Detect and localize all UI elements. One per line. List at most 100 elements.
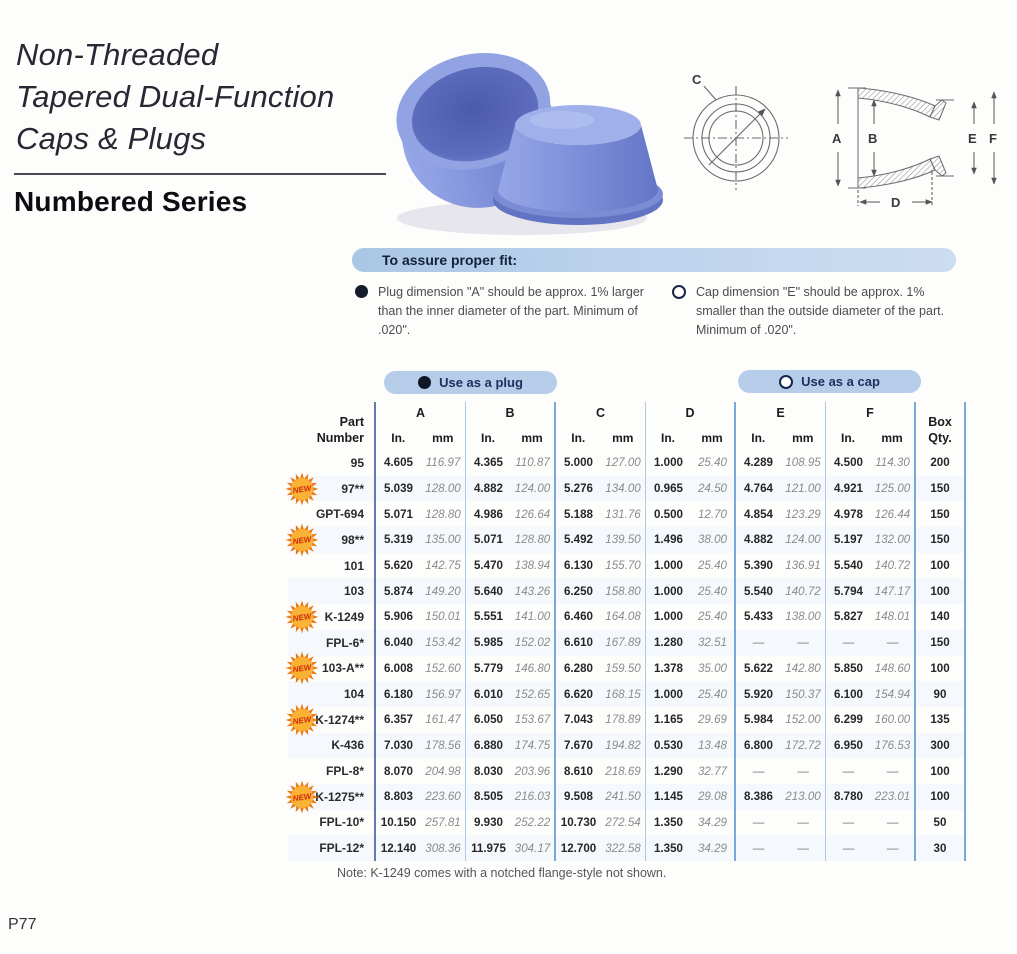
in-value: 8.610 bbox=[563, 764, 593, 778]
in-value: 8.803 bbox=[383, 790, 413, 804]
cap-fit-text: Cap dimension "E" should be approx. 1% s… bbox=[696, 285, 945, 337]
col-part-number: Part Number bbox=[288, 402, 376, 450]
dim-label-e: E bbox=[968, 131, 977, 146]
in-value: 4.986 bbox=[473, 507, 503, 521]
in-value: 5.071 bbox=[383, 507, 413, 521]
part-header-line2: Number bbox=[316, 430, 364, 445]
mm-value: 116.97 bbox=[421, 450, 466, 476]
mm-value: 108.95 bbox=[781, 450, 826, 476]
in-value: 10.150 bbox=[380, 815, 417, 829]
new-badge-icon: NEW bbox=[285, 600, 319, 634]
table-row: FPL-10* 10.150 257.81 9.930 252.22 10.730 272.… bbox=[288, 809, 966, 836]
in-value: 5.779 bbox=[473, 661, 503, 675]
series-title: Numbered Series bbox=[14, 186, 248, 217]
plug-dot-icon bbox=[418, 376, 432, 389]
mm-value: 223.60 bbox=[421, 783, 466, 810]
in-value: 6.180 bbox=[383, 687, 413, 701]
mm-value: 223.01 bbox=[871, 783, 916, 810]
in-value: 5.906 bbox=[383, 610, 413, 624]
mm-value: 216.03 bbox=[511, 783, 556, 810]
in-value: 4.921 bbox=[833, 482, 863, 496]
in-value: 5.874 bbox=[383, 584, 413, 598]
in-value: — bbox=[842, 636, 855, 650]
mm-value: 159.50 bbox=[601, 655, 646, 682]
mm-value: 150.37 bbox=[781, 681, 826, 707]
mm-value: 110.87 bbox=[511, 450, 556, 476]
in-value: — bbox=[752, 841, 765, 855]
in-value: 5.540 bbox=[743, 584, 773, 598]
in-value: 5.551 bbox=[473, 610, 503, 624]
plug-fit-note: Plug dimension "A" should be approx. 1% … bbox=[355, 283, 647, 339]
in-value: 1.165 bbox=[653, 713, 683, 727]
mm-value: 29.69 bbox=[691, 706, 736, 733]
mm-header: mm bbox=[612, 431, 634, 445]
plug-fit-text: Plug dimension "A" should be approx. 1% … bbox=[378, 285, 644, 337]
product-photo bbox=[396, 53, 663, 235]
in-header: In. bbox=[391, 431, 406, 445]
in-value: 8.386 bbox=[743, 790, 773, 804]
mm-value: 204.98 bbox=[421, 758, 466, 784]
mm-header: mm bbox=[432, 431, 454, 445]
part-number: 103 bbox=[343, 584, 364, 599]
in-value: 6.800 bbox=[743, 738, 773, 752]
mm-value: 308.36 bbox=[421, 835, 466, 861]
dimensions-table: Part Number A In. mm B In. mm C In. mm D In… bbox=[285, 402, 966, 861]
mm-value: 143.26 bbox=[511, 578, 556, 605]
in-value: 1.145 bbox=[653, 790, 683, 804]
part-number: 98** bbox=[341, 532, 364, 547]
col-dim-f: F In. mm bbox=[826, 402, 916, 450]
box-qty: 150 bbox=[916, 527, 966, 553]
in-value: 0.965 bbox=[653, 482, 683, 496]
mm-value: 154.94 bbox=[871, 681, 916, 707]
part-number: GPT-694 bbox=[315, 507, 364, 522]
mm-value: 148.01 bbox=[871, 604, 916, 630]
in-value: 6.010 bbox=[473, 687, 503, 701]
page-number: P77 bbox=[8, 916, 37, 933]
svg-text:NEW: NEW bbox=[292, 483, 313, 495]
mm-value: 146.80 bbox=[511, 655, 556, 682]
svg-text:NEW: NEW bbox=[292, 663, 313, 675]
in-value: 6.880 bbox=[473, 738, 503, 752]
in-value: 0.530 bbox=[653, 738, 683, 752]
in-value: — bbox=[842, 764, 855, 778]
mm-value: 218.69 bbox=[601, 758, 646, 784]
front-view bbox=[684, 85, 788, 190]
part-number-cell: GPT-694 bbox=[288, 501, 376, 528]
mm-value: 174.75 bbox=[511, 732, 556, 759]
in-value: 5.000 bbox=[563, 456, 593, 470]
part-number: K-436 bbox=[331, 738, 364, 753]
page-title: Non-Threaded Tapered Dual-Function Caps … bbox=[16, 34, 334, 160]
in-value: 11.975 bbox=[471, 841, 506, 855]
title-line-3: Caps & Plugs bbox=[16, 121, 207, 156]
new-badge-icon: NEW bbox=[285, 780, 319, 814]
mm-value: 128.80 bbox=[511, 527, 556, 553]
mm-value: — bbox=[871, 629, 916, 656]
in-header: In. bbox=[841, 431, 855, 445]
mm-value: 141.00 bbox=[511, 604, 556, 630]
cap-fit-note: Cap dimension "E" should be approx. 1% s… bbox=[672, 283, 964, 339]
box-header-line2: Qty. bbox=[928, 430, 952, 445]
part-number-cell: 95 bbox=[288, 450, 376, 476]
table-note: Note: K-1249 comes with a notched flange… bbox=[337, 866, 667, 880]
box-qty: 300 bbox=[916, 732, 966, 759]
part-number-cell: NEW 103-A** bbox=[285, 651, 376, 685]
mm-value: 148.60 bbox=[871, 655, 916, 682]
mm-value: 152.02 bbox=[511, 629, 556, 656]
mm-value: 150.01 bbox=[421, 604, 466, 630]
mm-value: 25.40 bbox=[691, 450, 736, 476]
mm-value: 25.40 bbox=[691, 604, 736, 630]
in-value: 5.470 bbox=[473, 559, 503, 573]
mm-value: 138.00 bbox=[781, 604, 826, 630]
in-value: — bbox=[752, 815, 765, 829]
in-value: 6.299 bbox=[833, 713, 863, 727]
mm-value: 25.40 bbox=[691, 578, 736, 605]
in-value: — bbox=[842, 841, 855, 855]
use-as-cap-label: Use as a cap bbox=[801, 374, 880, 389]
in-value: 1.000 bbox=[653, 610, 683, 624]
col-box-qty: Box Qty. bbox=[916, 402, 966, 450]
in-value: 5.640 bbox=[473, 584, 503, 598]
in-value: 1.000 bbox=[653, 456, 683, 470]
mm-value: — bbox=[781, 835, 826, 861]
new-badge-icon: NEW bbox=[285, 523, 319, 557]
box-qty: 140 bbox=[916, 604, 966, 630]
